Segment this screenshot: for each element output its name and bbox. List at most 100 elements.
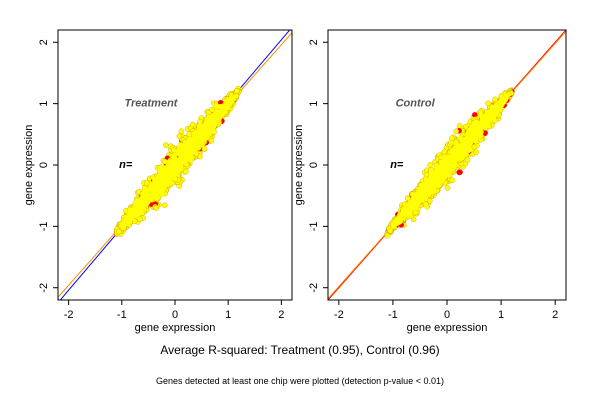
n-label: n= bbox=[119, 159, 133, 171]
data-point bbox=[145, 196, 151, 202]
y-tick-label: 2 bbox=[308, 39, 320, 45]
data-point bbox=[185, 147, 191, 153]
data-point bbox=[425, 185, 431, 191]
data-point bbox=[473, 132, 479, 138]
data-point bbox=[161, 185, 166, 191]
data-point bbox=[478, 122, 484, 128]
data-point bbox=[444, 185, 451, 191]
x-tick-label: -1 bbox=[388, 309, 398, 321]
data-point bbox=[145, 192, 151, 198]
y-tick-label: 1 bbox=[308, 101, 320, 107]
x-axis-label: gene expression bbox=[135, 322, 216, 334]
data-point bbox=[412, 209, 419, 216]
x-tick-label: 1 bbox=[498, 309, 504, 321]
data-point bbox=[427, 162, 433, 168]
data-point bbox=[220, 104, 226, 110]
data-point bbox=[451, 158, 456, 163]
data-point bbox=[485, 100, 492, 106]
data-point bbox=[153, 179, 159, 184]
data-point bbox=[167, 173, 172, 179]
sub-caption: Genes detected at least one chip were pl… bbox=[156, 376, 444, 386]
data-point bbox=[177, 142, 183, 148]
data-point bbox=[178, 128, 185, 135]
data-point bbox=[153, 205, 160, 211]
data-point bbox=[159, 192, 165, 197]
y-tick-label: 2 bbox=[38, 39, 50, 45]
y-tick-label: -1 bbox=[308, 221, 320, 231]
data-point bbox=[428, 168, 434, 174]
data-point bbox=[116, 228, 122, 235]
data-point bbox=[190, 143, 196, 148]
data-point bbox=[410, 201, 416, 207]
data-point bbox=[213, 111, 219, 117]
data-point bbox=[496, 103, 502, 108]
data-point bbox=[441, 148, 448, 155]
data-point bbox=[193, 130, 198, 136]
data-point bbox=[473, 149, 480, 155]
data-point bbox=[161, 202, 168, 209]
y-tick-label: -2 bbox=[308, 283, 320, 293]
data-point bbox=[439, 172, 445, 177]
data-point bbox=[233, 88, 240, 94]
x-tick-label: 0 bbox=[444, 309, 450, 321]
data-point bbox=[424, 204, 429, 210]
data-point bbox=[406, 202, 412, 208]
y-axis-label: gene expression bbox=[23, 125, 35, 206]
data-point bbox=[172, 175, 177, 181]
panel-label: Treatment bbox=[124, 98, 178, 110]
data-point bbox=[384, 232, 391, 239]
data-point bbox=[423, 181, 429, 187]
data-point bbox=[183, 168, 189, 175]
data-point bbox=[188, 157, 193, 163]
data-point bbox=[176, 168, 182, 174]
y-axis-label: gene expression bbox=[293, 125, 305, 206]
data-point bbox=[467, 147, 473, 153]
data-point bbox=[213, 116, 219, 122]
data-point bbox=[121, 223, 127, 229]
data-point bbox=[204, 135, 210, 141]
data-point bbox=[176, 160, 181, 166]
x-tick-label: 0 bbox=[172, 309, 178, 321]
data-point bbox=[469, 130, 474, 136]
data-point bbox=[170, 169, 176, 175]
data-point bbox=[201, 146, 208, 152]
data-point bbox=[166, 178, 172, 184]
data-point bbox=[471, 143, 478, 150]
data-point bbox=[465, 143, 470, 149]
data-point bbox=[499, 97, 505, 103]
data-point bbox=[387, 227, 394, 234]
data-point bbox=[473, 120, 478, 126]
data-point bbox=[204, 128, 210, 134]
data-point bbox=[128, 216, 134, 222]
data-point bbox=[224, 99, 229, 105]
data-point bbox=[492, 96, 498, 103]
data-point bbox=[472, 127, 477, 133]
main-caption: Average R-squared: Treatment (0.95), Con… bbox=[160, 343, 440, 357]
data-point bbox=[420, 190, 426, 196]
data-point bbox=[196, 140, 202, 145]
data-point bbox=[458, 145, 463, 151]
y-tick-label: 0 bbox=[308, 162, 320, 168]
data-point bbox=[189, 121, 196, 128]
data-point bbox=[154, 191, 160, 197]
data-point bbox=[194, 144, 200, 150]
data-point bbox=[429, 181, 435, 186]
data-point bbox=[139, 198, 145, 204]
y-tick-label: 0 bbox=[38, 162, 50, 168]
data-point bbox=[460, 148, 466, 154]
x-tick-label: -2 bbox=[64, 309, 74, 321]
data-point bbox=[395, 218, 401, 224]
data-point bbox=[225, 103, 230, 108]
data-point bbox=[186, 151, 192, 156]
data-point bbox=[428, 172, 434, 178]
plot-area bbox=[328, 30, 566, 300]
data-point bbox=[133, 213, 139, 219]
data-point bbox=[456, 123, 463, 129]
data-point bbox=[162, 142, 169, 148]
data-point bbox=[221, 109, 226, 114]
data-point bbox=[159, 177, 165, 183]
data-point bbox=[485, 112, 490, 118]
data-point bbox=[143, 202, 149, 207]
